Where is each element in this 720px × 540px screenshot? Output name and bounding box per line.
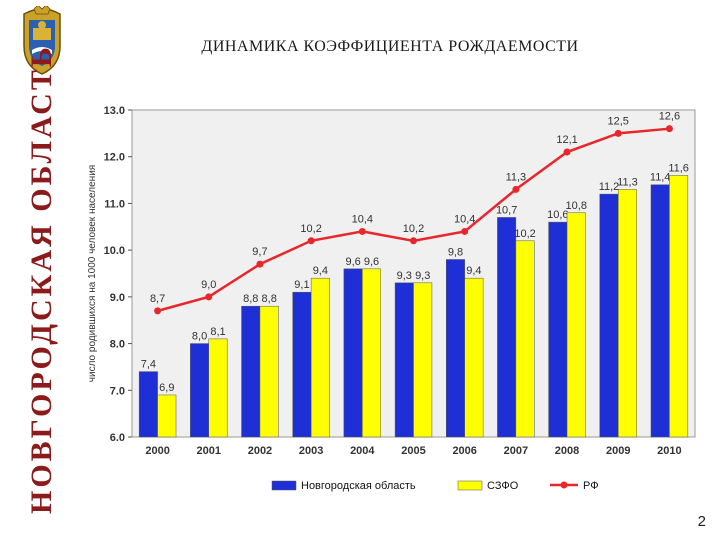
point-rf [256,260,264,268]
coat-of-arms-icon [23,6,61,75]
y-tick-label: 6.0 [110,432,125,444]
bar-label-szfo: 6,9 [159,382,174,394]
point-rf [614,129,622,137]
bar-novgorod [343,268,363,438]
bar-label-novgorod: 7,4 [141,359,156,371]
bar-label-novgorod: 10,7 [496,204,517,216]
bar-novgorod [446,259,465,438]
bar-novgorod [497,217,517,438]
x-tick-label: 2010 [657,445,681,457]
bar-label-novgorod: 9,6 [345,256,360,268]
legend-label-novgorod: Новгородская область [301,480,416,492]
legend-label-rf: РФ [583,480,599,492]
point-label-rf: 8,7 [150,293,165,305]
legend-marker-rf [560,481,568,489]
y-tick-label: 8.0 [110,339,125,351]
bar-label-novgorod: 8,8 [243,293,258,305]
point-label-rf: 12,5 [608,115,629,127]
x-tick-label: 2000 [145,445,169,457]
point-label-rf: 10,4 [454,213,475,225]
bar-szfo [259,305,279,438]
y-tick-label: 9.0 [110,292,125,304]
point-label-rf: 12,1 [556,134,577,146]
bar-novgorod [599,193,619,438]
y-tick-label: 13.0 [104,105,125,117]
x-tick-label: 2008 [555,445,579,457]
x-tick-label: 2005 [401,445,425,457]
page-number: 2 [697,513,706,530]
bar-novgorod [241,305,261,438]
bar-label-novgorod: 9,3 [397,270,412,282]
bar-label-novgorod: 11,4 [650,172,671,184]
bar-label-szfo: 11,6 [668,162,689,174]
point-rf [410,237,417,245]
bar-label-szfo: 9,4 [466,265,481,277]
point-rf [461,227,469,235]
bar-label-szfo: 11,3 [617,176,638,188]
legend-swatch-szfo [457,480,483,491]
bar-novgorod [394,282,414,438]
slide-title: ДИНАМИКА КОЭФФИЦИЕНТА РОЖДАЕМОСТИ [201,38,579,55]
x-tick-label: 2006 [452,445,476,457]
point-label-rf: 10,4 [352,213,373,225]
point-rf [307,237,315,245]
bar-label-szfo: 8,8 [262,293,277,305]
point-rf [665,125,673,133]
bar-label-novgorod: 11,2 [599,181,620,193]
bar-szfo [617,189,637,438]
point-label-rf: 10,2 [300,223,321,235]
bar-szfo [669,175,689,438]
bar-label-szfo: 9,3 [415,270,430,282]
bar-szfo [464,277,484,438]
bar-label-szfo: 9,4 [313,265,328,277]
point-rf [563,148,571,156]
y-tick-label: 12.0 [104,152,125,164]
bar-label-szfo: 10,2 [514,228,535,240]
point-rf [154,307,162,315]
bar-szfo [157,394,177,438]
y-tick-label: 7.0 [110,385,125,397]
x-tick-label: 2002 [248,445,272,457]
point-label-rf: 12,6 [659,111,680,123]
x-tick-label: 2007 [504,445,528,457]
bar-novgorod [548,221,568,438]
legend-label-szfo: СЗФО [487,480,519,492]
sidebar: НОВГОРОДСКАЯ ОБЛАСТЬ [0,0,80,540]
point-label-rf: 9,0 [201,279,216,291]
point-label-rf: 9,7 [252,246,267,258]
bar-szfo [566,212,586,438]
bar-szfo [208,338,228,438]
point-rf [512,185,520,193]
bar-label-novgorod: 9,8 [448,246,463,258]
bar-novgorod [138,371,158,438]
x-tick-label: 2009 [606,445,630,457]
vertical-title: НОВГОРОДСКАЯ ОБЛАСТЬ [25,44,58,514]
birth-rate-chart: 6.0 7.0 8.0 9.0 10.0 11.0 12.0 13.0 число родивш… [87,105,696,492]
bar-szfo [413,282,433,438]
bar-novgorod [650,184,670,438]
legend-swatch-novgorod [271,480,297,491]
bar-label-novgorod: 10,6 [547,209,568,221]
bar-label-novgorod: 8,0 [192,331,207,343]
bar-label-szfo: 10,8 [566,200,587,212]
bar-szfo [515,240,535,438]
x-tick-label: 2001 [197,445,221,457]
bar-szfo [310,277,330,438]
bar-label-novgorod: 9,1 [294,279,309,291]
point-rf [358,227,366,235]
y-tick-label: 11.0 [104,198,125,210]
bar-novgorod [190,343,210,438]
y-axis-label: число родившихся на 1000 человек населен… [87,165,98,382]
bar-label-szfo: 9,6 [364,256,379,268]
point-label-rf: 11,3 [506,171,527,183]
point-label-rf: 10,2 [403,223,424,235]
x-tick-label: 2004 [350,445,375,457]
y-tick-label: 10.0 [104,245,125,257]
x-tick-label: 2003 [299,445,323,457]
bar-novgorod [292,291,312,438]
bar-label-szfo: 8,1 [210,326,225,338]
bar-szfo [362,268,381,438]
point-rf [205,293,213,301]
